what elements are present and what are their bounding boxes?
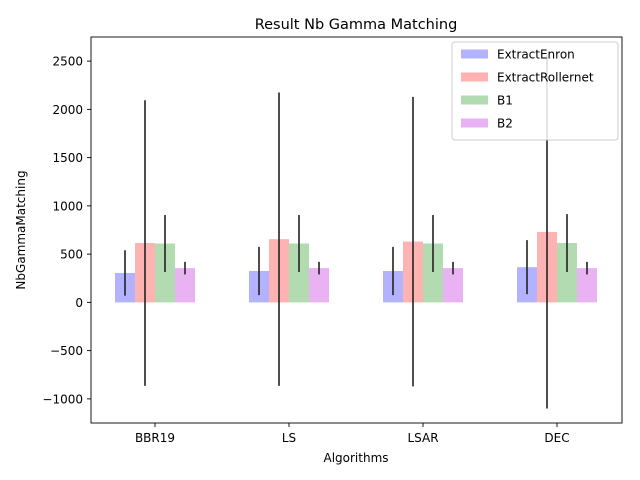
- y-tick-label: −500: [50, 344, 83, 358]
- y-tick-label: 1000: [52, 199, 83, 213]
- legend-label-B2: B2: [497, 117, 513, 131]
- legend-label-ExtractEnron: ExtractEnron: [497, 48, 575, 62]
- plot-frame: [90, 36, 623, 424]
- x-tick-label: LS: [282, 431, 296, 445]
- bar-B2-LSAR: [443, 268, 463, 303]
- x-tick-label: BBR19: [135, 431, 175, 445]
- x-axis: BBR19 LS LSAR DEC: [135, 423, 570, 445]
- legend: ExtractEnron ExtractRollernet B1 B2: [451, 41, 619, 141]
- errorbars-layer: [124, 55, 588, 409]
- y-tick-label: 2500: [52, 55, 83, 69]
- y-tick-label: 1500: [52, 151, 83, 165]
- bar-B1-LS: [289, 243, 309, 303]
- y-tick-label: 500: [60, 248, 83, 262]
- y-tick-label: −1000: [42, 392, 83, 406]
- bar-B1-BBR19: [155, 243, 175, 303]
- y-tick-label: 0: [75, 296, 83, 310]
- legend-box: [451, 41, 619, 141]
- bar-B2-DEC: [577, 268, 597, 303]
- y-axis: −1000 −500 0 500 1000 1500 2000 2500: [42, 55, 91, 406]
- legend-swatch-ExtractEnron: [461, 49, 488, 59]
- legend-swatch-ExtractRollernet: [461, 72, 488, 82]
- bar-B2-BBR19: [175, 268, 195, 303]
- legend-label-ExtractRollernet: ExtractRollernet: [497, 71, 594, 85]
- x-tick-label: LSAR: [407, 431, 438, 445]
- chart-title: Result Nb Gamma Matching: [255, 17, 458, 33]
- x-axis-label: Algorithms: [323, 451, 388, 465]
- legend-swatch-B1: [461, 95, 488, 105]
- y-axis-label: NbGammaMatching: [14, 170, 28, 289]
- legend-swatch-B2: [461, 118, 488, 128]
- y-tick-label: 2000: [52, 103, 83, 117]
- bar-B1-DEC: [557, 243, 577, 303]
- bar-B2-LS: [309, 268, 329, 303]
- bars-layer: [115, 231, 597, 303]
- x-tick-label: DEC: [544, 431, 569, 445]
- legend-label-B1: B1: [497, 94, 513, 108]
- bar-B1-LSAR: [423, 243, 443, 303]
